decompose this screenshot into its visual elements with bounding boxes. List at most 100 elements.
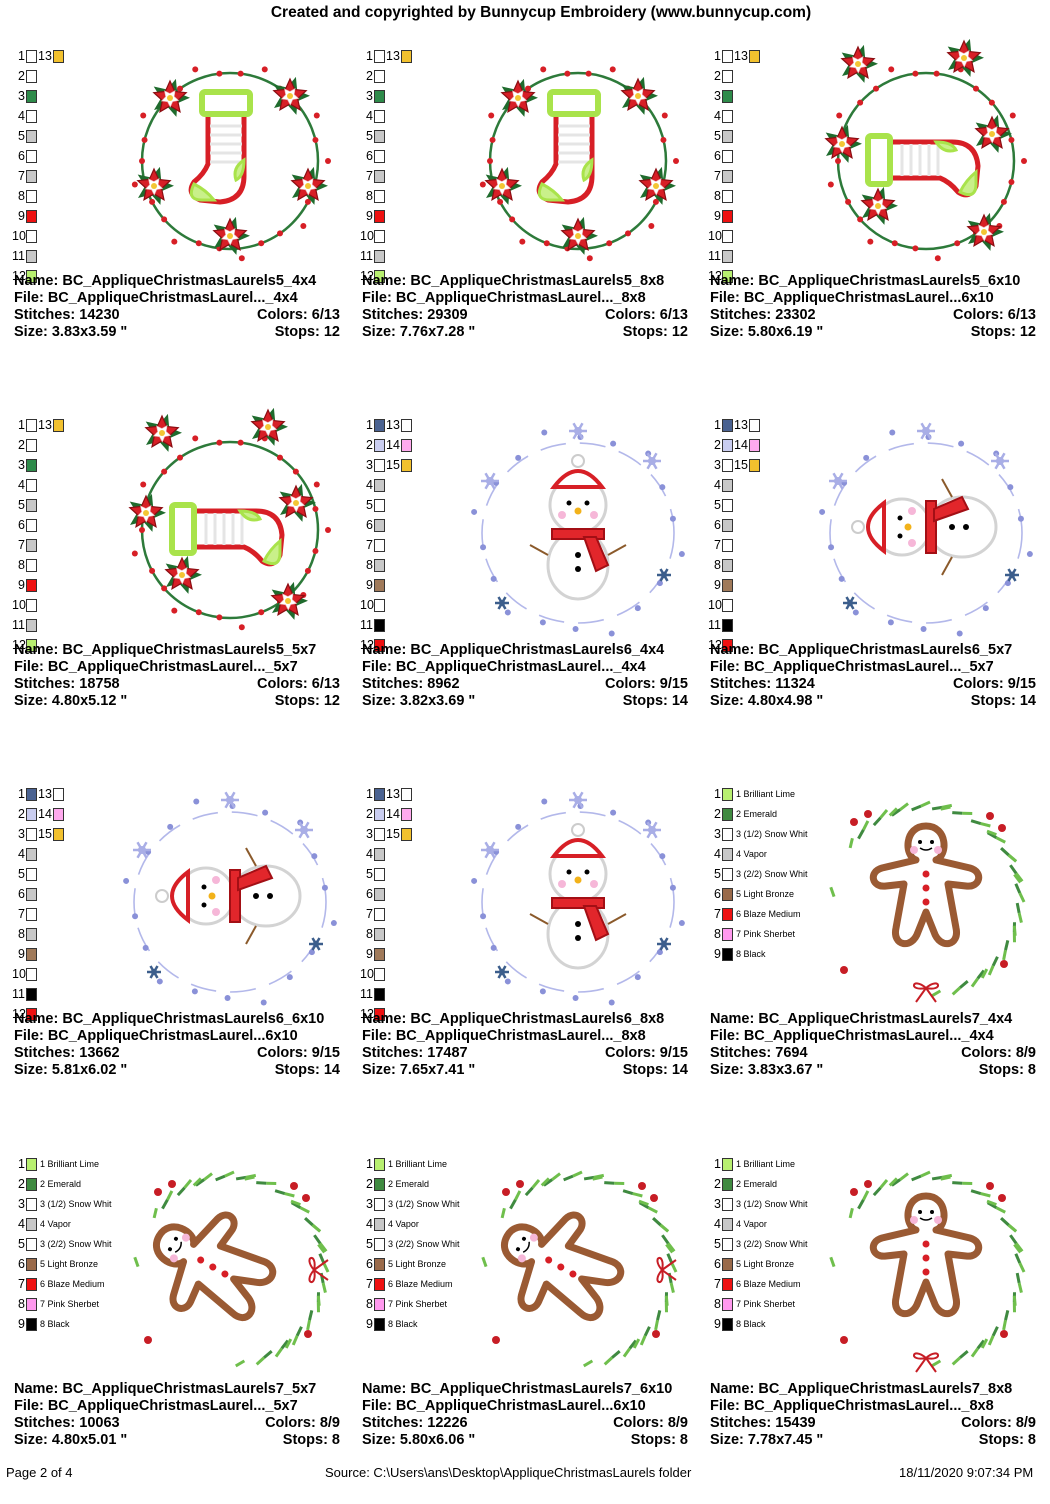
- design-name: Name: BC_AppliqueChristmasLaurels5_4x4: [14, 273, 316, 289]
- color-stop-number: 6: [360, 518, 373, 532]
- color-stop-number: 6: [12, 1257, 25, 1271]
- thread-name: 1 Brilliant Lime: [736, 789, 795, 799]
- color-swatch: [722, 419, 733, 432]
- color-stop-number: 8: [360, 1297, 373, 1311]
- design-size: Size: 4.80x5.12 ": [14, 693, 127, 709]
- color-stop-number: 10: [12, 598, 25, 612]
- color-swatch: [26, 1158, 37, 1171]
- color-stop-number: 6: [360, 149, 373, 163]
- color-stop-number: 5: [708, 129, 721, 143]
- color-swatch: [374, 499, 385, 512]
- color-swatch: [749, 50, 760, 63]
- color-swatch: [374, 150, 385, 163]
- color-stop-row: 6: [12, 146, 37, 166]
- color-stop-number: 5: [360, 867, 373, 881]
- color-stop-number: 10: [360, 598, 373, 612]
- color-stop-number: 3: [708, 827, 721, 841]
- thread-name: 3 (2/2) Snow Whit: [736, 1239, 808, 1249]
- stocking-wreath-icon: [118, 36, 344, 286]
- color-stop-row: 5: [12, 126, 37, 146]
- design-stitches: Stitches: 12226: [362, 1415, 468, 1431]
- color-swatch: [722, 230, 733, 243]
- color-swatch: [374, 619, 385, 632]
- design-name: Name: BC_AppliqueChristmasLaurels7_6x10: [362, 1381, 672, 1397]
- color-stop-number: 9: [12, 947, 25, 961]
- design-size: Size: 7.76x7.28 ": [362, 324, 475, 340]
- design-stitches: Stitches: 11324: [710, 676, 815, 692]
- design-colors: Colors: 8/9: [961, 1045, 1036, 1062]
- design-colors: Colors: 9/15: [953, 676, 1036, 693]
- color-swatch: [26, 619, 37, 632]
- design-size-line: Size: 5.80x6.06 "Stops: 8: [362, 1432, 688, 1449]
- color-stop-number: 3: [360, 89, 373, 103]
- color-stop-row: 7: [360, 904, 385, 924]
- design-stitches: Stitches: 29309: [362, 307, 468, 323]
- design-file-line: File: BC_AppliqueChristmasLaurel..._4x4: [14, 290, 340, 307]
- design-colors: Colors: 6/13: [257, 307, 340, 324]
- design-stops: Stops: 14: [623, 1062, 688, 1079]
- design-name: Name: BC_AppliqueChristmasLaurels6_5x7: [710, 642, 1012, 658]
- print-datetime: 18/11/2020 9:07:34 PM: [899, 1465, 1033, 1480]
- color-swatch: [374, 1278, 385, 1291]
- design-colors: Colors: 9/15: [605, 1045, 688, 1062]
- color-swatch: [26, 579, 37, 592]
- color-swatch: [26, 50, 37, 63]
- design-stops: Stops: 14: [623, 693, 688, 710]
- color-stop-number: 4: [360, 847, 373, 861]
- color-stop-number: 11: [360, 618, 373, 632]
- color-stop-number: 7: [360, 907, 373, 921]
- color-swatch: [722, 1198, 733, 1211]
- design-name: Name: BC_AppliqueChristmasLaurels5_8x8: [362, 273, 664, 289]
- design-file: File: BC_AppliqueChristmasLaurel..._4x4: [710, 1028, 994, 1044]
- color-stop-row: 8: [360, 186, 385, 206]
- thread-name: 3 (2/2) Snow Whit: [736, 869, 808, 879]
- color-stop-number: 2: [708, 69, 721, 83]
- design-stitches: Stitches: 7694: [710, 1045, 808, 1061]
- design-name-line: Name: BC_AppliqueChristmasLaurels6_4x4: [362, 642, 688, 659]
- design-size: Size: 5.80x6.19 ": [710, 324, 823, 340]
- design-name: Name: BC_AppliqueChristmasLaurels7_4x4: [710, 1011, 1012, 1027]
- color-stop-number: 1: [12, 1157, 25, 1171]
- design-name: Name: BC_AppliqueChristmasLaurels7_5x7: [14, 1381, 316, 1397]
- color-stop-number: 3: [708, 1197, 721, 1211]
- color-swatch: [374, 459, 385, 472]
- color-stop-number: 2: [12, 438, 25, 452]
- color-swatch: [374, 519, 385, 532]
- color-stop-number: 9: [12, 578, 25, 592]
- color-swatch: [53, 828, 64, 841]
- color-stop-row: 8: [708, 555, 733, 575]
- color-stop-number: 10: [12, 229, 25, 243]
- page-title: Created and copyrighted by Bunnycup Embr…: [0, 4, 1050, 22]
- color-stop-number: 8: [360, 927, 373, 941]
- design-size: Size: 7.78x7.45 ": [710, 1432, 823, 1448]
- color-stop-number: 2: [708, 438, 721, 452]
- color-swatch: [722, 439, 733, 452]
- design-file-line: File: BC_AppliqueChristmasLaurel...6x10: [362, 1398, 688, 1415]
- design-name-line: Name: BC_AppliqueChristmasLaurels5_8x8: [362, 273, 688, 290]
- color-stop-row: 8: [12, 186, 37, 206]
- design-colors: Colors: 6/13: [953, 307, 1036, 324]
- thread-name: 8 Black: [736, 1319, 766, 1329]
- color-stop-row: 9: [12, 944, 37, 964]
- color-stop-number: 4: [708, 1217, 721, 1231]
- color-stop-row: 6: [708, 515, 733, 535]
- color-stop-row: 11: [708, 246, 733, 266]
- color-stop-row: 10: [360, 964, 385, 984]
